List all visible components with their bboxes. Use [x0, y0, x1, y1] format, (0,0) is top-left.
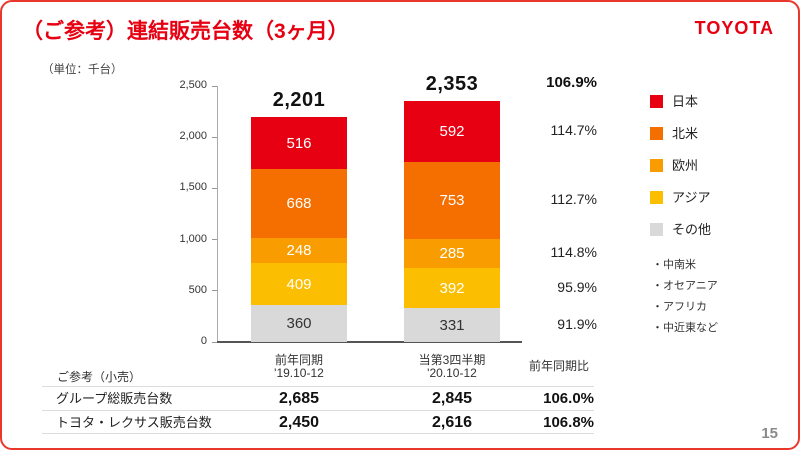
y-axis-tick-label: 2,500	[179, 79, 207, 91]
legend-color-swatch	[650, 191, 663, 204]
row-value-yoy: 106.0%	[543, 390, 594, 407]
legend-item: 日本	[650, 95, 790, 108]
legend-item: 北米	[650, 127, 790, 140]
y-axis-tick-mark	[212, 341, 217, 343]
stacked-bar: 360 409 248 668 516	[251, 116, 347, 342]
legend-color-swatch	[650, 95, 663, 108]
bar-segment: 360	[251, 305, 347, 342]
legend-color-swatch	[650, 223, 663, 236]
toyota-logo: TOYOTA	[694, 18, 774, 38]
bar-segment: 668	[251, 169, 347, 238]
y-axis-tick-label: 1,500	[179, 181, 207, 194]
chart-legend: 日本北米欧州アジアその他・中南米・オセアニア ・アフリカ・中近東など	[650, 95, 790, 339]
bar-segment: 392	[404, 267, 500, 309]
y-axis-tick-mark	[212, 136, 217, 138]
x-axis-sublabel: '20.10-12	[427, 366, 477, 380]
bar-segment: 592	[404, 101, 500, 162]
bar-segment: 248	[251, 237, 347, 264]
y-axis-line	[217, 86, 218, 342]
y-axis-tick-label: 500	[188, 283, 207, 296]
row-value-current: 2,845	[431, 390, 473, 407]
yoy-column-header: 前年同期比	[528, 359, 589, 373]
total-yoy-label: 106.9%	[546, 74, 597, 92]
y-axis-tick-label: 2,000	[179, 130, 207, 143]
x-axis-label: 当第3四半期	[418, 353, 486, 367]
legend-item: その他	[650, 223, 790, 236]
bar-segment: 409	[251, 263, 347, 306]
row-value-prev: 2,685	[278, 390, 320, 407]
x-axis-sublabel: '19.10-12	[274, 366, 324, 380]
page-number: 15	[761, 425, 778, 442]
legend-note: ・アフリカ	[652, 301, 707, 313]
row-label: トヨタ・レクサス販売台数	[56, 415, 212, 430]
bar-segment: 285	[404, 238, 500, 268]
segment-yoy-label: 95.9%	[557, 279, 597, 296]
bar-total-label: 2,201	[272, 88, 326, 111]
legend-label: アジア	[672, 190, 711, 205]
legend-label: 日本	[672, 94, 699, 109]
legend-note: ・中近東など	[652, 322, 718, 334]
y-axis-tick-mark	[212, 187, 217, 189]
legend-label: その他	[672, 222, 712, 237]
legend-item: アジア	[650, 191, 790, 204]
row-value-prev: 2,450	[278, 414, 320, 431]
bar-total-label: 2,353	[425, 73, 479, 96]
legend-item: 欧州	[650, 159, 790, 172]
legend-color-swatch	[650, 127, 663, 140]
stacked-bar: 331 392 285 753 592	[404, 101, 500, 342]
legend-color-swatch	[650, 159, 663, 172]
y-axis-tick-mark	[212, 85, 217, 87]
legend-note: ・中南米	[652, 259, 696, 271]
x-axis-baseline	[217, 341, 522, 343]
segment-yoy-label: 91.9%	[557, 316, 597, 333]
bar-segment: 516	[251, 116, 347, 170]
table-caption: ご参考（小売）	[57, 370, 142, 384]
legend-note: ・オセアニア	[652, 280, 718, 292]
row-value-yoy: 106.8%	[543, 414, 594, 431]
bar-segment: 331	[404, 308, 500, 342]
x-axis-label: 前年同期	[274, 353, 323, 367]
row-value-current: 2,616	[431, 414, 473, 431]
segment-yoy-label: 114.8%	[550, 244, 597, 261]
legend-label: 欧州	[672, 158, 699, 173]
y-axis-tick-mark	[212, 290, 217, 292]
stacked-bar-chart: 0 500 1,000 1,500 2,000 2,500 360 409 248 668 516 2…	[179, 73, 597, 380]
row-label: グループ総販売台数	[56, 391, 173, 406]
y-axis-tick-label: 1,000	[179, 232, 207, 245]
unit-label: （単位：千台）	[42, 64, 123, 76]
bar-segment: 753	[404, 161, 500, 239]
table-row-group-total: グループ総販売台数 2,685 2,845 106.0%	[42, 386, 594, 410]
slide-title: （ご参考）連結販売台数（3ヶ月）	[22, 20, 349, 43]
y-axis-tick-label: 0	[200, 335, 207, 347]
segment-yoy-label: 112.7%	[550, 191, 597, 208]
y-axis-tick-mark	[212, 239, 217, 241]
segment-yoy-label: 114.7%	[550, 122, 597, 139]
legend-label: 北米	[672, 126, 699, 141]
table-row-toyota-lexus: トヨタ・レクサス販売台数 2,450 2,616 106.8%	[42, 410, 594, 434]
